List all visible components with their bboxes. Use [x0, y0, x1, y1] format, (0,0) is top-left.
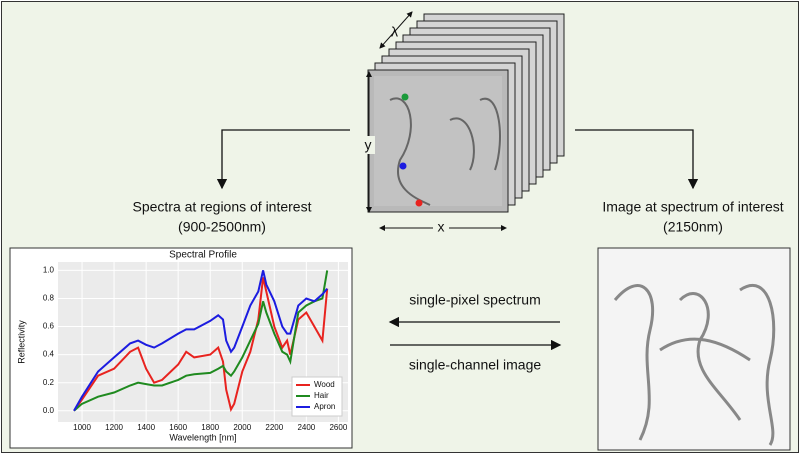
x-axis-title: Wavelength [nm] [169, 432, 236, 442]
arrow-label: single-channel image [409, 357, 542, 373]
x-tick-label: 1400 [137, 423, 155, 432]
y-tick-label: 0.2 [43, 378, 55, 387]
y-tick-label: 0.4 [43, 350, 55, 359]
caption: (900-2500nm) [178, 219, 266, 235]
chart-title: Spectral Profile [169, 250, 237, 261]
hyperspectral-cube [368, 14, 564, 212]
x-tick-label: 2000 [233, 423, 251, 432]
x-tick-label: 2200 [265, 423, 283, 432]
y-tick-label: 0.8 [43, 294, 55, 303]
x-tick-label: 1800 [201, 423, 219, 432]
caption: Spectra at regions of interest [133, 199, 312, 215]
caption: Image at spectrum of interest [602, 199, 783, 215]
legend-label: Hair [314, 391, 329, 400]
y-tick-label: 1.0 [43, 266, 55, 275]
band-sheet [374, 76, 502, 206]
y-tick-label: 0.6 [43, 322, 55, 331]
diagram: λ y x Spectra at regions of interest (90… [0, 0, 801, 455]
y-label: y [365, 137, 372, 153]
x-tick-label: 1600 [169, 423, 187, 432]
y-axis-title: Reflectivity [16, 320, 26, 364]
y-tick-label: 0.0 [43, 406, 55, 415]
channel-image [598, 248, 790, 450]
legend-label: Apron [314, 402, 335, 411]
legend-label: Wood [314, 380, 335, 389]
x-label: x [438, 219, 445, 235]
arrow-label: single-pixel spectrum [409, 292, 541, 308]
x-tick-label: 1200 [105, 423, 123, 432]
roi-dot [402, 94, 409, 101]
caption: (2150nm) [663, 219, 723, 235]
roi-dot [416, 200, 423, 207]
x-tick-label: 2600 [329, 423, 347, 432]
chart: Spectral Profile Wavelength [nm] Reflect… [16, 250, 348, 443]
lambda-label: λ [391, 24, 398, 40]
x-tick-label: 2400 [297, 423, 315, 432]
x-tick-label: 1000 [73, 423, 91, 432]
roi-dot [400, 163, 407, 170]
